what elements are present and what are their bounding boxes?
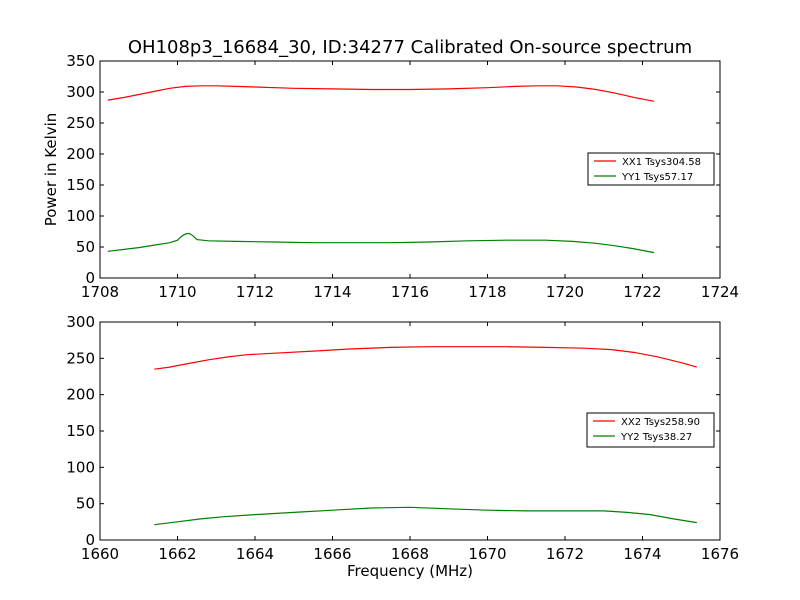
y-tick-label: 150 xyxy=(66,176,95,194)
series-line-yy1 xyxy=(107,232,655,254)
y-tick-label: 300 xyxy=(66,313,95,331)
x-tick-label: 1720 xyxy=(546,283,584,301)
x-tick-label: 1672 xyxy=(546,545,584,563)
y-axis-label: Power in Kelvin xyxy=(42,113,60,227)
x-tick-label: 1668 xyxy=(391,545,429,563)
y-tick-label: 200 xyxy=(66,386,95,404)
y-tick-label: 0 xyxy=(85,531,95,549)
y-tick-label: 250 xyxy=(66,349,95,367)
series-line-yy2 xyxy=(154,506,697,526)
y-tick-label: 50 xyxy=(76,238,95,256)
x-tick-label: 1660 xyxy=(81,545,119,563)
legend-box xyxy=(587,152,715,186)
x-tick-label: 1664 xyxy=(236,545,274,563)
x-tick-label: 1718 xyxy=(468,283,506,301)
x-tick-label: 1716 xyxy=(391,283,429,301)
legend-entry: XX2 Tsys258.90 xyxy=(621,417,700,428)
top-axes: 1708 1710 1712 1714 1716 1718 1720 1722 1724 0 50 1… xyxy=(42,52,739,301)
x-tick-label: 1662 xyxy=(158,545,196,563)
series-line-xx2 xyxy=(154,346,697,370)
x-tick-label: 1714 xyxy=(313,283,351,301)
x-axis-label: Frequency (MHz) xyxy=(347,562,473,580)
y-tick-label: 150 xyxy=(66,422,95,440)
legend-entry: YY1 Tsys57.17 xyxy=(621,172,693,183)
series-line-xx1 xyxy=(107,85,655,102)
x-tick-label: 1674 xyxy=(623,545,661,563)
y-tick-label: 200 xyxy=(66,145,95,163)
legend-entry: XX1 Tsys304.58 xyxy=(622,157,701,168)
x-tick-label: 1724 xyxy=(701,283,739,301)
y-tick-label: 0 xyxy=(85,269,95,287)
figure-title: OH108p3_16684_30, ID:34277 Calibrated On… xyxy=(128,37,692,58)
x-tick-label: 1712 xyxy=(236,283,274,301)
x-tick-label: 1710 xyxy=(158,283,196,301)
x-tick-label: 1708 xyxy=(81,283,119,301)
bottom-axes: 1660 1662 1664 1666 1668 1670 1672 1674 1676 0 50 1… xyxy=(66,313,739,580)
legend-entry: YY2 Tsys38.27 xyxy=(620,432,692,443)
y-tick-label: 100 xyxy=(66,207,95,225)
x-tick-label: 1670 xyxy=(468,545,506,563)
x-tick-label: 1722 xyxy=(623,283,661,301)
x-tick-label: 1676 xyxy=(701,545,739,563)
legend: XX2 Tsys258.90 YY2 Tsys38.27 xyxy=(586,412,715,448)
x-tick-label: 1666 xyxy=(313,545,351,563)
y-tick-label: 300 xyxy=(66,83,95,101)
legend: XX1 Tsys304.58 YY1 Tsys57.17 xyxy=(587,152,715,186)
y-tick-label: 50 xyxy=(76,495,95,513)
y-tick-label: 100 xyxy=(66,458,95,476)
y-tick-label: 350 xyxy=(66,52,95,70)
legend-box xyxy=(586,412,715,448)
y-tick-label: 250 xyxy=(66,114,95,132)
